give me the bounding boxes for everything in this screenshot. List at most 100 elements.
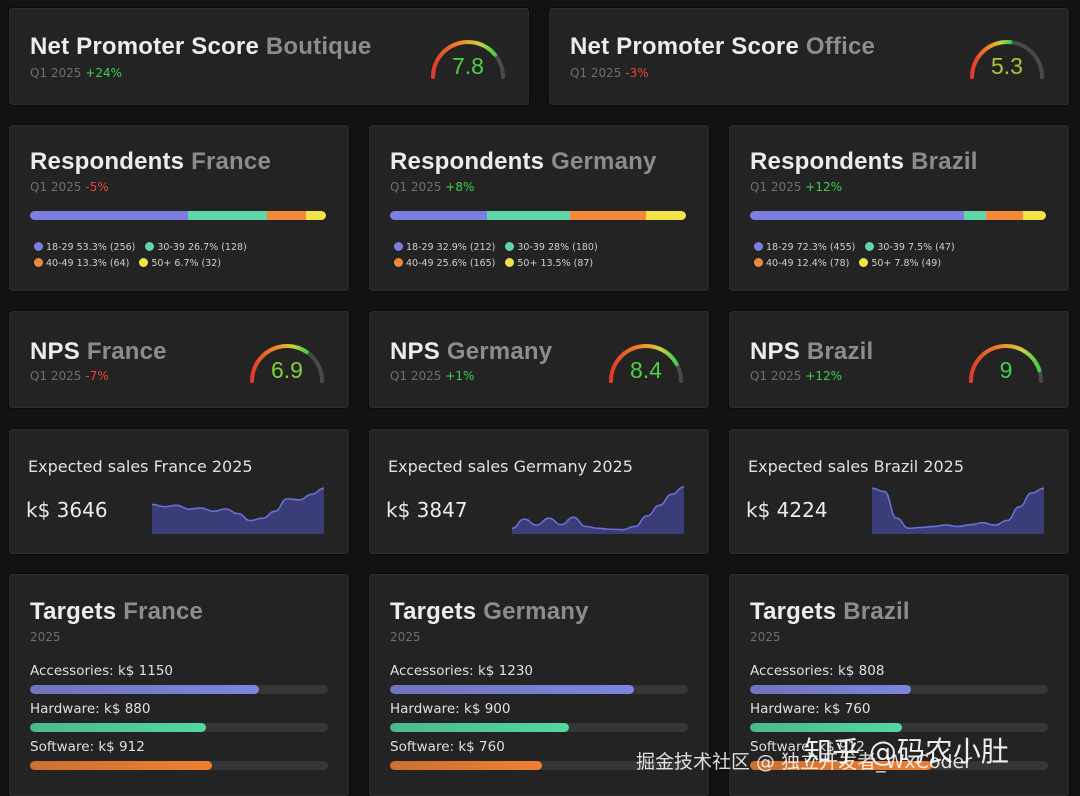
legend-dot bbox=[34, 258, 43, 267]
legend-dot bbox=[754, 258, 763, 267]
gauge-fill bbox=[969, 344, 1042, 383]
sales-value: k$ 3646 bbox=[26, 498, 108, 522]
target-fill bbox=[30, 685, 260, 694]
card-year: 2025 bbox=[30, 630, 61, 644]
nps-gauge: 5.3 bbox=[967, 37, 1047, 93]
age-legend: 18-29 53.3% (256) 30-39 26.7% (128) 40-49… bbox=[34, 240, 247, 272]
segment bbox=[646, 211, 686, 220]
card-title: NPS Brazil bbox=[750, 338, 874, 365]
nps-card-germany: NPS Germany Q1 2025 +1% 8.4 bbox=[369, 311, 709, 408]
gauge-fill bbox=[970, 40, 1013, 79]
card-title: Targets France bbox=[30, 598, 204, 625]
sales-title: Expected sales Germany 2025 bbox=[388, 457, 633, 476]
segment bbox=[1022, 211, 1046, 220]
segment bbox=[390, 211, 488, 220]
target-label-accessories: Accessories: k$ 808 bbox=[750, 663, 885, 679]
sparkline-area bbox=[512, 486, 684, 534]
segment bbox=[570, 211, 647, 220]
nps-gauge: 9 bbox=[966, 341, 1046, 397]
segment bbox=[750, 211, 964, 220]
legend-dot bbox=[505, 242, 515, 251]
targets-card-france: Targets France 2025 Accessories: k$ 1150… bbox=[9, 574, 349, 796]
segment bbox=[266, 211, 307, 220]
segment bbox=[986, 211, 1023, 220]
target-label-hardware: Hardware: k$ 900 bbox=[390, 701, 511, 717]
target-label-software: Software: k$ 760 bbox=[390, 739, 505, 755]
nps-card-brazil: NPS Brazil Q1 2025 +12% 9 bbox=[729, 311, 1069, 408]
gauge-value: 5.3 bbox=[991, 53, 1023, 79]
sales-card-germany: Expected sales Germany 2025 k$ 3847 bbox=[369, 429, 709, 554]
card-title: Net Promoter Score Office bbox=[570, 33, 876, 60]
legend-dot bbox=[145, 242, 155, 251]
target-label-software: Software: k$ 912 bbox=[30, 739, 145, 755]
sales-title: Expected sales France 2025 bbox=[28, 457, 253, 476]
sales-card-brazil: Expected sales Brazil 2025 k$ 4224 bbox=[729, 429, 1069, 554]
gauge-arc bbox=[431, 40, 505, 79]
target-bar-accessories bbox=[30, 685, 328, 694]
target-bar-hardware bbox=[750, 723, 1048, 732]
legend-dot bbox=[139, 258, 149, 267]
target-fill bbox=[30, 761, 212, 770]
sales-card-france: Expected sales France 2025 k$ 3646 bbox=[9, 429, 349, 554]
sparkline-line bbox=[872, 487, 1044, 530]
sparkline-area bbox=[872, 488, 1044, 534]
legend-dot bbox=[394, 258, 403, 267]
card-period: Q1 2025 +1% bbox=[390, 369, 475, 383]
sparkline-line bbox=[512, 486, 684, 531]
target-fill bbox=[750, 761, 932, 770]
card-title: Respondents Brazil bbox=[750, 148, 978, 175]
age-segment-bar bbox=[750, 211, 1046, 220]
target-bar-hardware bbox=[390, 723, 688, 732]
respondents-card-brazil: Respondents Brazil Q1 2025 +12% 18-29 72… bbox=[729, 125, 1069, 291]
target-fill bbox=[750, 723, 902, 732]
sales-sparkline bbox=[152, 487, 324, 534]
gauge-fill bbox=[250, 344, 309, 383]
target-bar-accessories bbox=[390, 685, 688, 694]
card-period: Q1 2025 -7% bbox=[30, 369, 109, 383]
segment bbox=[306, 211, 326, 220]
legend-dot bbox=[505, 258, 515, 267]
segment bbox=[487, 211, 571, 220]
gauge-arc bbox=[250, 344, 324, 383]
target-fill bbox=[390, 761, 542, 770]
card-title: Targets Brazil bbox=[750, 598, 910, 625]
card-year: 2025 bbox=[390, 630, 421, 644]
card-title: Targets Germany bbox=[390, 598, 589, 625]
card-title: Net Promoter Score Boutique bbox=[30, 33, 372, 60]
respondents-card-germany: Respondents Germany Q1 2025 +8% 18-29 32… bbox=[369, 125, 709, 291]
sales-sparkline bbox=[512, 486, 684, 534]
card-title: NPS Germany bbox=[390, 338, 553, 365]
target-fill bbox=[750, 685, 911, 694]
card-year: 2025 bbox=[750, 630, 781, 644]
target-label-hardware: Hardware: k$ 880 bbox=[30, 701, 151, 717]
age-segment-bar bbox=[390, 211, 686, 220]
sales-value: k$ 3847 bbox=[386, 498, 468, 522]
target-bar-hardware bbox=[30, 723, 328, 732]
card-title: NPS France bbox=[30, 338, 167, 365]
age-legend: 18-29 72.3% (455) 30-39 7.5% (47) 40-49 1… bbox=[754, 240, 955, 272]
card-title: Respondents Germany bbox=[390, 148, 657, 175]
target-fill bbox=[30, 723, 206, 732]
legend-dot bbox=[34, 242, 43, 251]
card-period: Q1 2025 -3% bbox=[570, 66, 649, 80]
age-segment-bar bbox=[30, 211, 326, 220]
age-legend: 18-29 32.9% (212) 30-39 28% (180) 40-49 2… bbox=[394, 240, 598, 272]
nps-card-boutique: Net Promoter Score Boutique Q1 2025 +24%… bbox=[9, 8, 529, 105]
target-label-hardware: Hardware: k$ 760 bbox=[750, 701, 871, 717]
segment bbox=[30, 211, 188, 220]
gauge-fill bbox=[609, 344, 679, 383]
nps-card-france: NPS France Q1 2025 -7% 6.9 bbox=[9, 311, 349, 408]
gauge-value: 6.9 bbox=[271, 357, 303, 383]
target-label-accessories: Accessories: k$ 1230 bbox=[390, 663, 534, 679]
target-bar-software bbox=[390, 761, 688, 770]
nps-gauge: 7.8 bbox=[428, 37, 508, 93]
watermark-juejin: 掘金技术社区 @ 独立开发者_WxCoder bbox=[636, 751, 973, 773]
watermark-zhihu: 知乎 @码农小肚 bbox=[804, 735, 1009, 768]
target-fill bbox=[390, 723, 569, 732]
target-bar-software bbox=[750, 761, 1048, 770]
target-label-software: Software: k$ 912 bbox=[750, 739, 865, 755]
legend-dot bbox=[865, 242, 875, 251]
respondents-card-france: Respondents France Q1 2025 -5% 18-29 53.… bbox=[9, 125, 349, 291]
nps-card-office: Net Promoter Score Office Q1 2025 -3% 5.… bbox=[549, 8, 1069, 105]
gauge-arc bbox=[970, 40, 1044, 79]
